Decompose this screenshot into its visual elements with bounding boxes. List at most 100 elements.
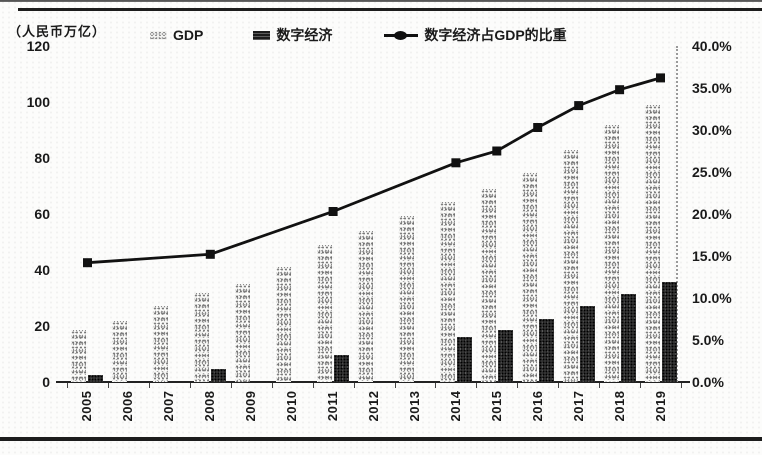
line-marker-dot-icon [394, 30, 408, 40]
x-axis-tick [394, 383, 396, 388]
x-axis-year-label: 2009 [243, 390, 259, 422]
right-axis-tick-label: 10.0% [692, 290, 732, 306]
x-axis-year-label: 2011 [325, 390, 341, 422]
left-axis-tick-label: 20 [34, 318, 50, 334]
x-axis-year-label: 2010 [284, 390, 300, 422]
x-axis-tick [271, 383, 273, 388]
top-border-line [18, 8, 762, 11]
left-axis-tick-label: 40 [34, 262, 50, 278]
left-axis-tick-label: 120 [26, 38, 50, 54]
legend-label-gdp: GDP [173, 27, 204, 43]
gdp-bar [112, 320, 128, 382]
ratio-marker [533, 123, 543, 132]
gdp-bar [480, 189, 496, 382]
digital-economy-bar-swatch-icon [253, 30, 271, 40]
x-axis-tick [148, 383, 150, 388]
x-axis-year-label: 2018 [611, 390, 627, 422]
digital-economy-bar [538, 318, 554, 382]
chart-legend: GDP 数字经济 数字经济占GDP的比重 [150, 25, 567, 45]
right-axis-tick-label: 25.0% [692, 164, 732, 180]
x-axis-tick [67, 383, 68, 388]
gdp-bar-swatch-icon [150, 30, 167, 40]
ratio-marker [492, 146, 502, 156]
ratio-marker [656, 73, 665, 83]
x-axis-year-label: 2005 [79, 390, 95, 422]
x-axis-tick [230, 383, 232, 388]
legend-item-ratio: 数字经济占GDP的比重 [384, 25, 567, 45]
x-axis-tick [312, 383, 314, 388]
ratio-marker [328, 207, 338, 216]
x-axis-year-label: 2008 [202, 390, 218, 422]
legend-label-ratio: 数字经济占GDP的比重 [424, 27, 567, 43]
ratio-marker [83, 258, 92, 268]
x-axis-tick [435, 383, 437, 388]
digital-economy-bar [211, 368, 227, 382]
x-axis-tick [681, 383, 682, 388]
x-axis-tick [558, 383, 560, 388]
gdp-bar [194, 292, 210, 382]
x-axis-year-label: 2017 [570, 390, 586, 422]
x-axis-tick [107, 383, 109, 388]
x-axis-tick [353, 383, 355, 388]
digital-economy-bar [334, 355, 350, 382]
right-axis-tick-label: 15.0% [692, 248, 732, 264]
ratio-marker [615, 85, 625, 95]
gdp-bar [562, 150, 578, 382]
x-axis-year-label: 2006 [120, 390, 136, 422]
x-axis-year-label: 2013 [406, 390, 422, 422]
right-axis-tick-label: 0.0% [692, 374, 724, 390]
gdp-bar [521, 173, 537, 382]
x-axis-year-label: 2016 [529, 390, 545, 422]
gdp-bar [153, 306, 169, 382]
digital-economy-bar [661, 281, 677, 382]
ratio-marker [574, 101, 584, 111]
left-axis-tick-label: 80 [34, 150, 50, 166]
x-axis-tick [640, 383, 642, 388]
left-axis-tick-label: 0 [42, 374, 50, 390]
ratio-marker [205, 249, 215, 259]
bottom-border-line-shadow [0, 1, 762, 2]
gdp-bar [439, 201, 455, 382]
right-axis-tick-label: 5.0% [692, 332, 724, 348]
bottom-border-line [0, 437, 762, 441]
legend-label-digital-economy: 数字经济 [276, 27, 333, 43]
gdp-bar [276, 266, 292, 382]
digital-economy-bar [620, 294, 636, 382]
legend-item-gdp: GDP [150, 27, 203, 43]
right-axis-tick-label: 30.0% [692, 122, 732, 138]
digital-economy-bar [88, 374, 104, 382]
x-axis-year-label: 2014 [447, 390, 463, 422]
legend-item-digital-economy: 数字经济 [253, 25, 332, 45]
left-axis-tick-label: 100 [26, 94, 50, 110]
ratio-marker [451, 158, 461, 168]
x-axis-year-label: 2007 [161, 390, 177, 422]
gdp-bar [603, 124, 619, 382]
gdp-bar [398, 215, 414, 382]
x-axis-year-label: 2019 [652, 390, 668, 422]
digital-economy-bar [497, 329, 513, 382]
digital-economy-bar [579, 305, 595, 382]
x-axis-year-label: 2015 [488, 390, 504, 422]
top-border-line-shadow [0, 0, 762, 1]
x-axis-baseline [56, 381, 690, 383]
x-axis-tick [517, 383, 519, 388]
right-axis-line [676, 46, 678, 382]
x-axis-tick [599, 383, 601, 388]
gdp-bar [71, 329, 87, 382]
left-axis-tick-label: 60 [34, 206, 50, 222]
digital-economy-bar [456, 336, 472, 382]
right-axis-tick-label: 20.0% [692, 206, 732, 222]
x-axis-tick [476, 383, 478, 388]
line-marker-icon [384, 30, 419, 40]
gdp-bar [358, 231, 373, 382]
gdp-bar [644, 104, 660, 382]
x-axis-year-label: 2012 [366, 390, 381, 422]
x-axis-tick [189, 383, 191, 388]
gdp-bar [235, 284, 251, 382]
right-axis-tick-label: 40.0% [692, 38, 732, 54]
gdp-bar [317, 245, 333, 382]
axis-unit-label: （人民币万亿） [8, 24, 107, 39]
right-axis-tick-label: 35.0% [692, 80, 732, 96]
